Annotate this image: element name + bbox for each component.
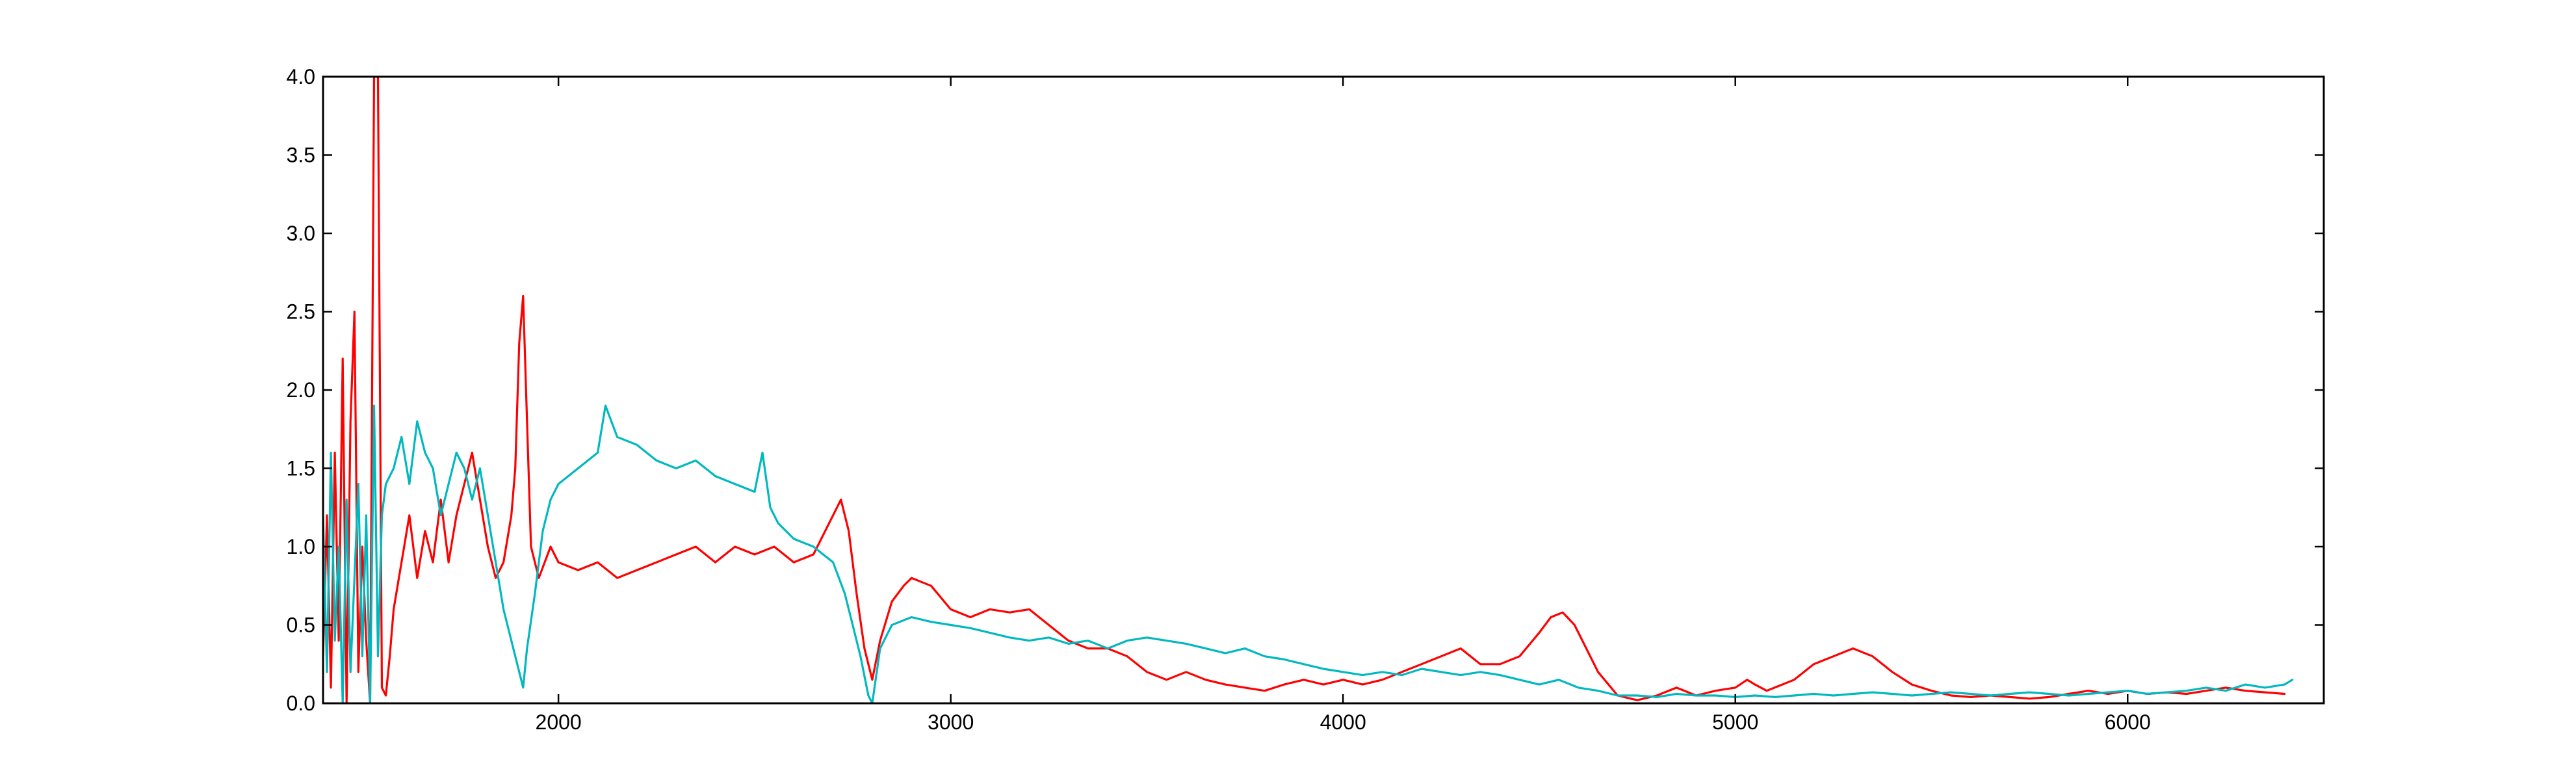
x-axis: 2000 3000 4000 5000 6000 (536, 77, 2151, 734)
y-axis: 0.0 0.5 1.0 1.5 2.0 2.5 3.0 3.5 4.0 (287, 65, 2324, 715)
y-tick-label: 4.0 (287, 65, 315, 88)
series-line-1 (323, 77, 2286, 703)
y-tick-label: 3.5 (287, 144, 315, 167)
x-tick-label: 5000 (1712, 710, 1758, 734)
y-tick-label: 0.5 (287, 614, 315, 637)
axes-frame (322, 75, 2325, 705)
y-tick-label: 2.0 (287, 378, 315, 402)
x-tick-label: 2000 (536, 710, 582, 734)
plot-frame (322, 75, 2325, 705)
y-tick-label: 0.0 (287, 692, 315, 715)
y-tick-label: 1.0 (287, 535, 315, 558)
x-tick-label: 4000 (1320, 710, 1366, 734)
series-layer (323, 77, 2294, 703)
series-line-2 (323, 404, 2294, 703)
y-tick-label: 2.5 (287, 300, 315, 324)
y-tick-label: 1.5 (287, 457, 315, 480)
x-tick-label: 3000 (928, 710, 974, 734)
y-tick-label: 3.0 (287, 222, 315, 245)
x-tick-label: 6000 (2105, 710, 2151, 734)
